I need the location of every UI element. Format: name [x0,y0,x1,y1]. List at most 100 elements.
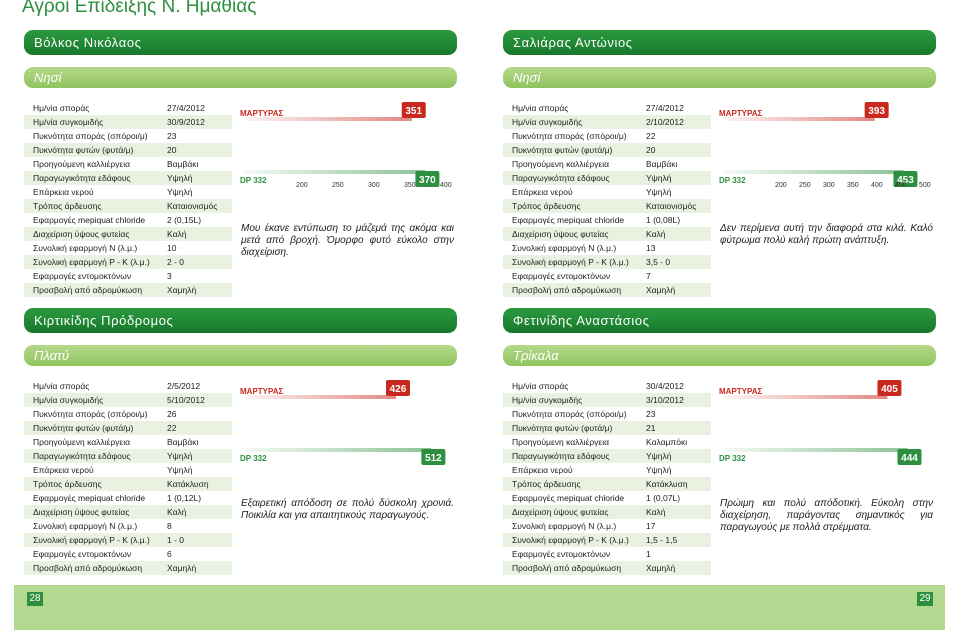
row-label: Πυκνότητα φυτών (φυτά/μ) [33,423,134,433]
row-value: 1 [646,549,651,559]
row-label: Τρόπος άρδευσης [33,479,102,489]
row-value: 3 [167,271,172,281]
table-row: Συνολική εφαρμογή P - K (λ.μ.) 1,5 - 1,5 [503,533,711,547]
row-label: Συνολική εφαρμογή P - K (λ.μ.) [512,257,629,267]
row-label: Εφαρμογές εντομοκτόνων [33,549,132,559]
row-value: 8 [167,521,172,531]
table-row: Πυκνότητα σποράς (σπόροι/μ) 26 [24,407,232,421]
row-value: 30/9/2012 [167,117,205,127]
row-label: Συνολική εφαρμογή P - K (λ.μ.) [33,257,150,267]
yield-chart: ΜΑΡΤΥΡΑΣ 393 DP 332 453 [716,100,936,190]
table-row: Επάρκεια νερού Υψηλή [503,463,711,477]
table-row: Ημ/νία σποράς 27/4/2012 [24,101,232,115]
page-number-left: 28 [27,592,43,606]
row-label: Πυκνότητα σποράς (σπόροι/μ) [512,409,627,419]
chart-axis: 200 250 300 350 400 450 500 [716,182,936,192]
row-label: Διαχείριση ύψους φυτείας [33,507,130,517]
row-label: Ημ/νία σποράς [512,103,569,113]
row-label: Διαχείριση ύψους φυτείας [512,507,609,517]
chart-bar [245,395,396,399]
chart-bar [245,448,432,452]
table-row: Συνολική εφαρμογή P - K (λ.μ.) 2 - 0 [24,255,232,269]
table-row: Εφαρμογές εντομοκτόνων 6 [24,547,232,561]
row-value: Υψηλή [167,465,193,475]
row-value: 22 [646,131,656,141]
row-label: Προσβολή από αδρομύκωση [33,285,143,295]
field-data-table: Ημ/νία σποράς 2/5/2012 Ημ/νία συγκομιδής 5/… [24,379,232,575]
axis-tick: 300 [823,182,835,189]
data-label: 453 [897,175,914,186]
data-label: 393 [868,106,885,117]
data-label: 351 [405,106,422,117]
table-row: Επάρκεια νερού Υψηλή [503,185,711,199]
row-label: Εφαρμογές εντομοκτόνων [512,549,611,559]
row-value: Χαμηλή [167,285,197,295]
table-row: Ημ/νία συγκομιδής 2/10/2012 [503,115,711,129]
row-label: Παραγωγικότητα εδάφους [33,173,131,183]
row-value: Καλαμπόκι [646,437,688,447]
table-row: Πυκνότητα φυτών (φυτά/μ) 22 [24,421,232,435]
chart-bar [724,117,875,121]
table-row: Προηγούμενη καλλιέργεια Βαμβάκι [503,157,711,171]
axis-tick: 200 [296,182,308,189]
farmer-name: Βόλκος Νικόλαος [24,30,457,55]
row-value: 3/10/2012 [646,395,684,405]
row-value: 23 [167,131,177,141]
category-label: ΜΑΡΤΥΡΑΣ [240,387,284,396]
row-value: 1 (0,12L) [167,493,202,503]
row-value: Κατάκλυση [646,479,688,489]
table-row: Ημ/νία συγκομιδής 3/10/2012 [503,393,711,407]
category-label: ΜΑΡΤΥΡΑΣ [240,109,284,118]
row-label: Διαχείριση ύψους φυτείας [512,229,609,239]
table-row: Πυκνότητα σποράς (σπόροι/μ) 23 [24,129,232,143]
table-row: Συνολική εφαρμογή P - K (λ.μ.) 3,5 - 0 [503,255,711,269]
table-row: Προηγούμενη καλλιέργεια Βαμβάκι [24,157,232,171]
row-value: 1 (0,07L) [646,493,681,503]
row-value: 27/4/2012 [646,103,684,113]
data-label: 370 [419,175,436,186]
row-value: Υψηλή [646,465,672,475]
table-row: Διαχείριση ύψους φυτείας Καλή [24,227,232,241]
row-value: 1,5 - 1,5 [646,535,678,545]
location-name: Πλατύ [24,345,457,366]
row-value: Βαμβάκι [167,159,199,169]
row-label: Εφαρμογές mepiquat chloride [512,493,625,503]
page-number-right: 29 [917,592,933,606]
farmer-name: Φετινίδης Αναστάσιος [503,308,936,333]
farmer-name: Κιρτικίδης Πρόδρομος [24,308,457,333]
axis-tick: 200 [775,182,787,189]
row-value: Κατάκλυση [167,479,209,489]
row-label: Προσβολή από αδρομύκωση [512,285,622,295]
table-row: Συνολική εφαρμογή P - K (λ.μ.) 1 - 0 [24,533,232,547]
row-value: Υψηλή [167,187,193,197]
table-row: Πυκνότητα φυτών (φυτά/μ) 20 [503,143,711,157]
row-label: Συνολική εφαρμογή Ν (λ.μ.) [33,243,138,253]
table-row: Προηγούμενη καλλιέργεια Βαμβάκι [24,435,232,449]
row-value: 20 [646,145,656,155]
value-box [877,380,902,396]
table-row: Εφαρμογές mepiquat chloride 1 (0,12L) [24,491,232,505]
value-box [864,102,889,118]
footer-band [14,585,945,630]
table-row: Συνολική εφαρμογή Ν (λ.μ.) 13 [503,241,711,255]
table-row: Συνολική εφαρμογή Ν (λ.μ.) 10 [24,241,232,255]
location-name: Τρίκαλα [503,345,936,366]
category-label: DP 332 [719,454,746,463]
data-label: 426 [390,384,407,395]
table-row: Τρόπος άρδευσης Καταιονισμός [24,199,232,213]
table-row: Συνολική εφαρμογή Ν (λ.μ.) 17 [503,519,711,533]
axis-tick: 450 [895,182,907,189]
row-label: Επάρκεια νερού [512,187,573,197]
row-label: Πυκνότητα φυτών (φυτά/μ) [512,145,613,155]
table-row: Προσβολή από αδρομύκωση Χαμηλή [24,283,232,297]
table-row: Τρόπος άρδευσης Καταιονισμός [503,199,711,213]
farmer-comment: Πρώιμη και πολύ απόδοτική. Εύκολη στην δ… [720,498,933,533]
chart-bar [724,395,888,399]
table-row: Διαχείριση ύψους φυτείας Καλή [503,505,711,519]
table-row: Διαχείριση ύψους φυτείας Καλή [24,505,232,519]
row-label: Ημ/νία συγκομιδής [512,395,583,405]
table-row: Τρόπος άρδευσης Κατάκλυση [503,477,711,491]
chart-bar [245,170,426,174]
row-label: Πυκνότητα σποράς (σπόροι/μ) [33,131,148,141]
row-value: 3,5 - 0 [646,257,671,267]
